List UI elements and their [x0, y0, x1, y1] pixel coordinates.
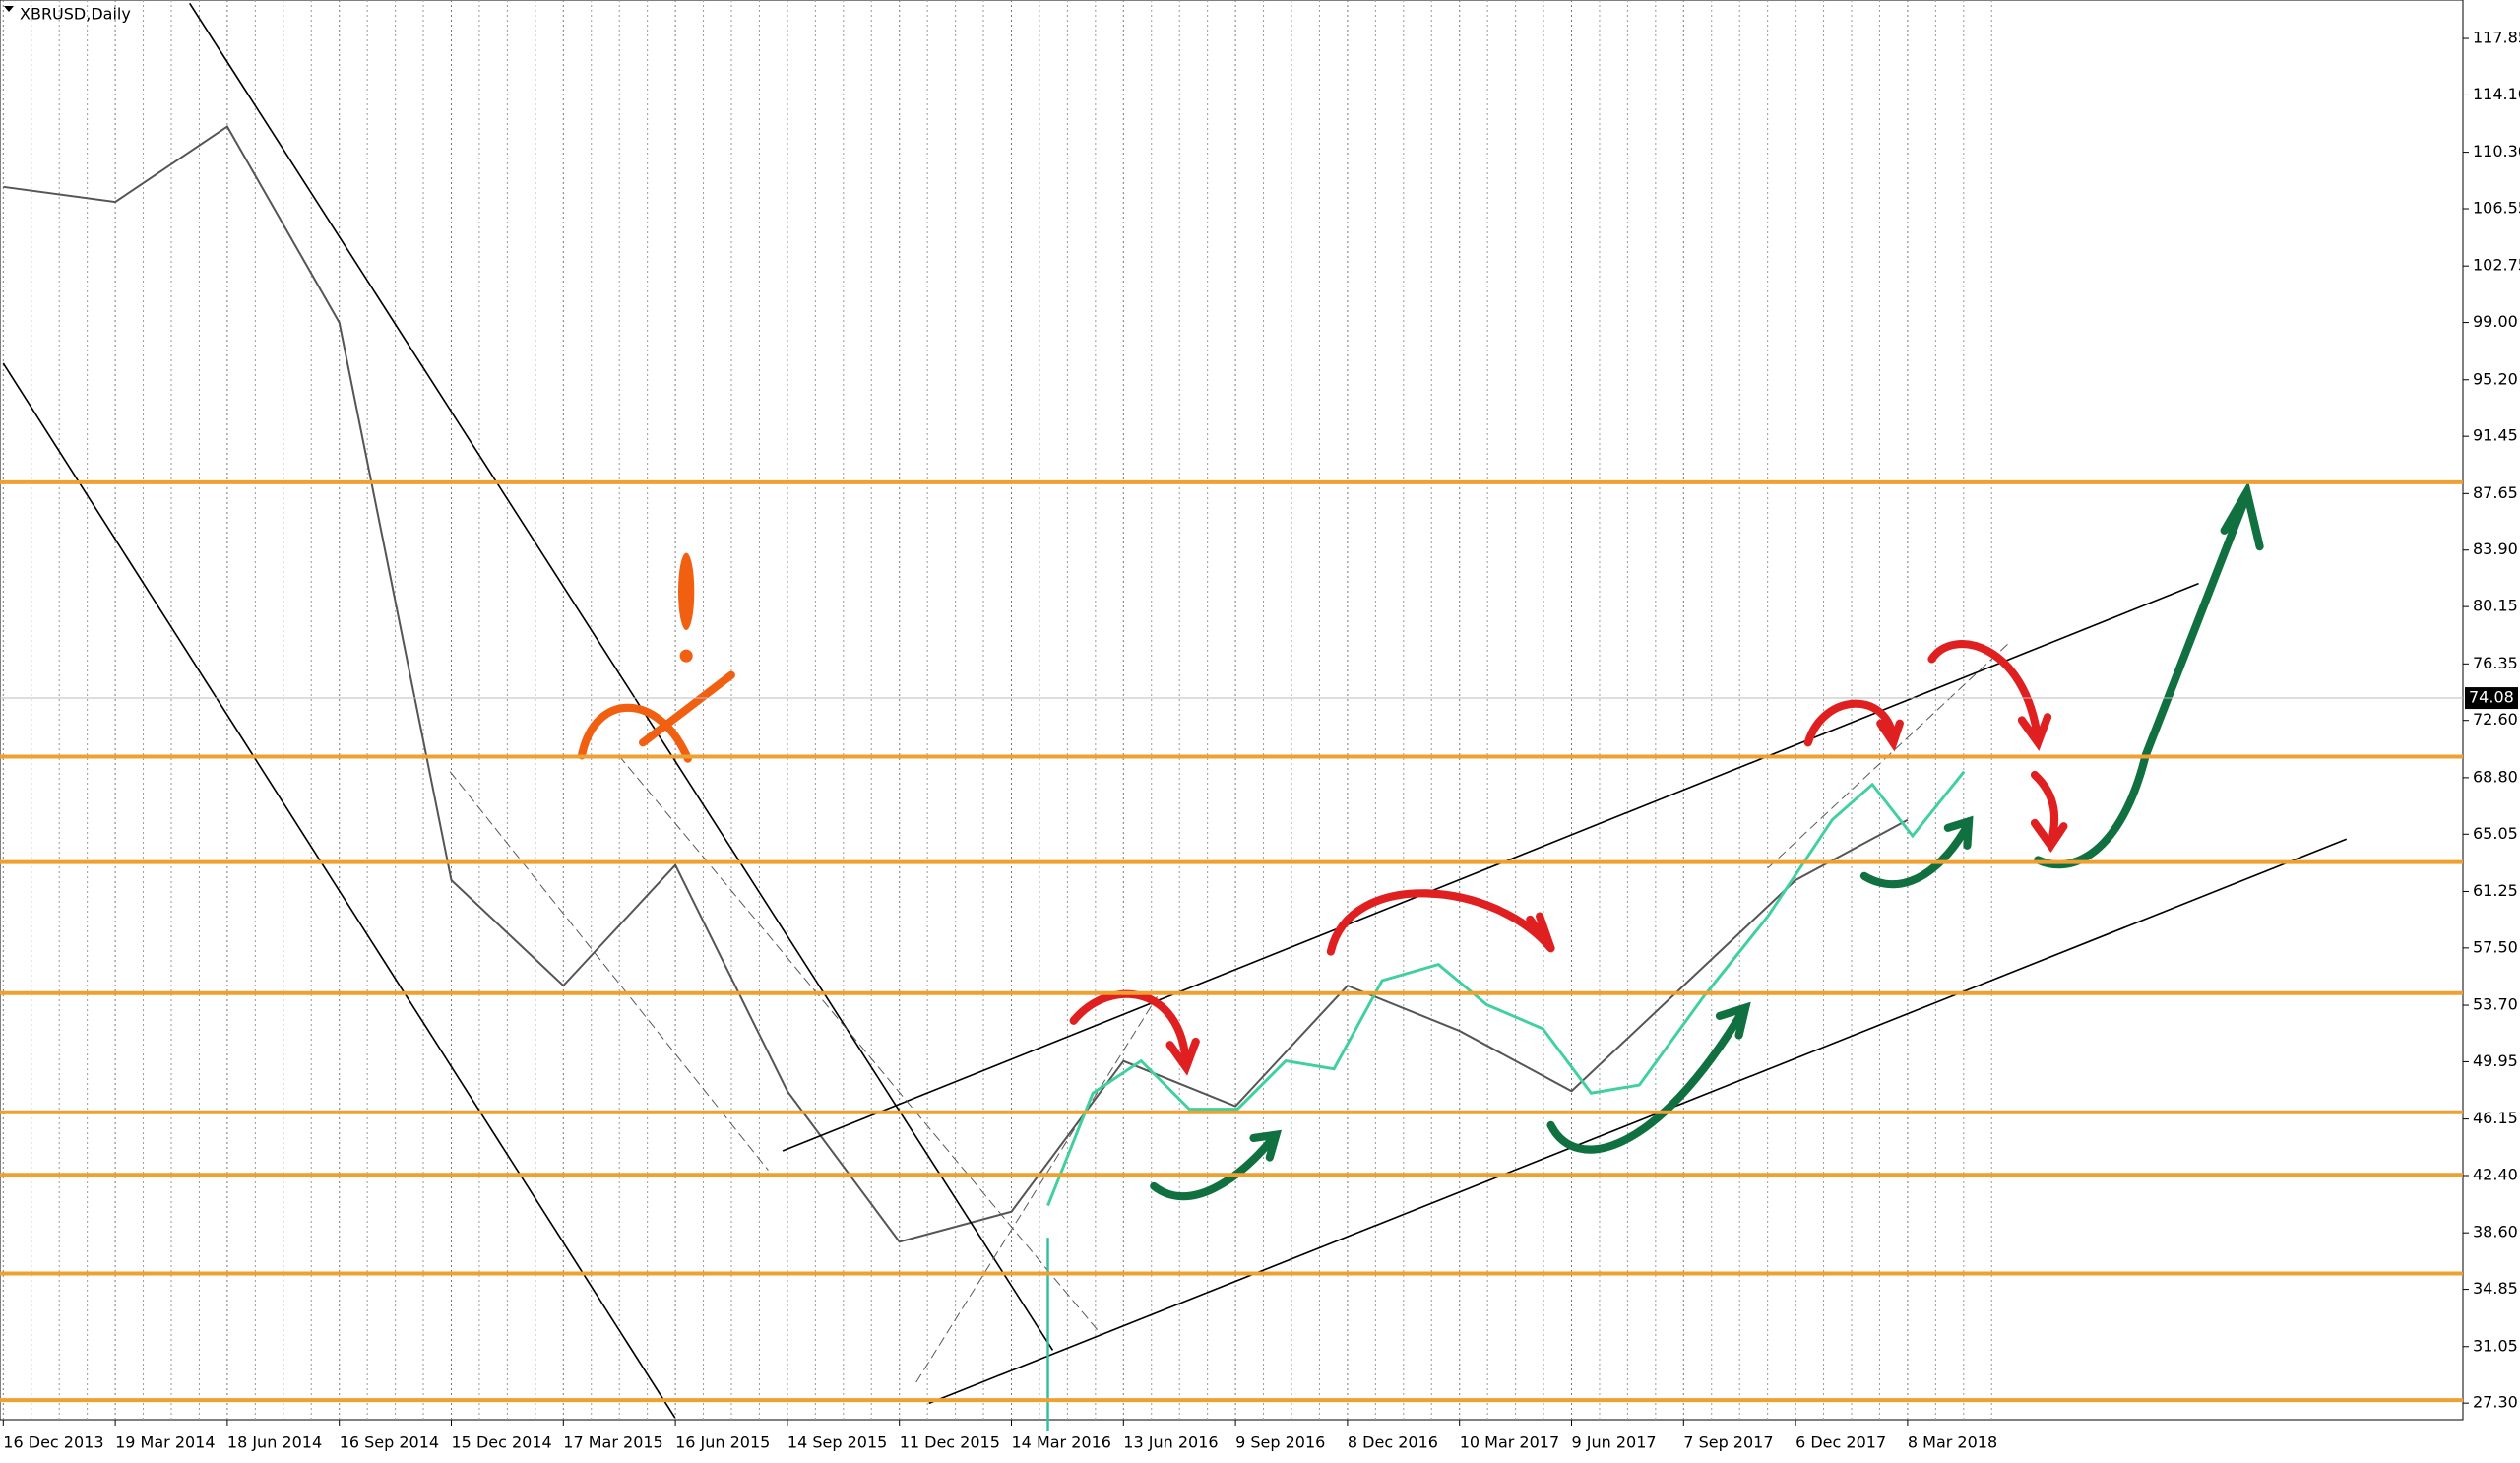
y-tick-label: 110.30 [2473, 142, 2520, 160]
y-tick-label: 102.75 [2473, 256, 2520, 275]
y-tick-label: 114.10 [2473, 85, 2520, 103]
menu-arrow[interactable] [4, 6, 14, 12]
price-line [3, 125, 1909, 1243]
x-tick-label: 16 Dec 2013 [3, 1433, 103, 1452]
y-tick-label: 106.55 [2473, 199, 2520, 218]
x-tick-label: 9 Jun 2017 [1572, 1433, 1657, 1452]
chart-title: XBRUSD,Daily [20, 5, 131, 24]
y-tick-label: 42.40 [2473, 1166, 2518, 1184]
x-tick-label: 16 Sep 2014 [340, 1433, 439, 1452]
y-tick-label: 95.20 [2473, 369, 2518, 388]
y-tick-label: 61.25 [2473, 881, 2518, 900]
y-tick-label: 87.65 [2473, 483, 2518, 502]
x-tick-label: 19 Mar 2014 [115, 1433, 215, 1452]
x-tick-label: 14 Mar 2016 [1012, 1433, 1111, 1452]
y-tick-label: 72.60 [2473, 710, 2518, 729]
y-tick-label: 53.70 [2473, 995, 2518, 1014]
x-tick-label: 11 Dec 2015 [900, 1433, 1000, 1452]
grid [2, 0, 1992, 1420]
green-arrows [1150, 480, 2264, 1201]
x-tick-label: 6 Dec 2017 [1796, 1433, 1886, 1452]
price [3, 125, 1909, 1243]
last-price-box [2465, 687, 2518, 710]
dashed-channel [618, 755, 1102, 1335]
y-tick-label: 99.00 [2473, 312, 2518, 331]
y-tick-label: 76.35 [2473, 654, 2518, 672]
y-tick-label: 57.50 [2473, 937, 2518, 956]
x-tick-label: 15 Dec 2014 [452, 1433, 552, 1452]
x-tick-label: 7 Sep 2017 [1683, 1433, 1773, 1452]
annotations [2, 2, 2348, 1431]
y-tick-label: 46.15 [2473, 1109, 2518, 1127]
x-tick-label: 9 Sep 2016 [1235, 1433, 1325, 1452]
y-tick-label: 65.05 [2473, 824, 2518, 843]
y-tick-label: 27.30 [2473, 1393, 2518, 1412]
x-tick-label: 8 Mar 2018 [1908, 1433, 1997, 1452]
x-tick-label: 17 Mar 2015 [563, 1433, 662, 1452]
dashed-channel [449, 771, 769, 1171]
y-tick-label: 91.45 [2473, 426, 2518, 445]
trend-line [2, 362, 676, 1419]
channel-line [928, 838, 2348, 1405]
y-tick-label: 34.85 [2473, 1279, 2518, 1298]
moving-average [1046, 770, 1966, 1207]
x-tick-label: 10 Mar 2017 [1460, 1433, 1559, 1452]
channel-line [782, 582, 2199, 1152]
x-tick-label: 13 Jun 2016 [1123, 1433, 1218, 1452]
x-tick-label: 16 Jun 2015 [675, 1433, 770, 1452]
y-tick-label: 80.15 [2473, 597, 2518, 615]
y-tick-label: 117.85 [2473, 29, 2520, 47]
x-tick-label: 8 Dec 2016 [1348, 1433, 1438, 1452]
plot-frame [0, 0, 2464, 1421]
y-tick-label: 49.95 [2473, 1051, 2518, 1070]
red-arrows [1069, 640, 2068, 1076]
trend-line [188, 2, 1054, 1351]
y-tick-label: 83.90 [2473, 540, 2518, 558]
y-tick-label: 38.60 [2473, 1223, 2518, 1241]
dashed-channel [915, 996, 1158, 1383]
x-tick-label: 18 Jun 2014 [227, 1433, 322, 1452]
orange-marks [577, 552, 735, 763]
y-tick-label: 31.05 [2473, 1336, 2518, 1355]
x-tick-label: 14 Sep 2015 [788, 1433, 887, 1452]
last-price-label: 74.08 [2469, 688, 2514, 707]
y-tick-label: 68.80 [2473, 767, 2518, 786]
